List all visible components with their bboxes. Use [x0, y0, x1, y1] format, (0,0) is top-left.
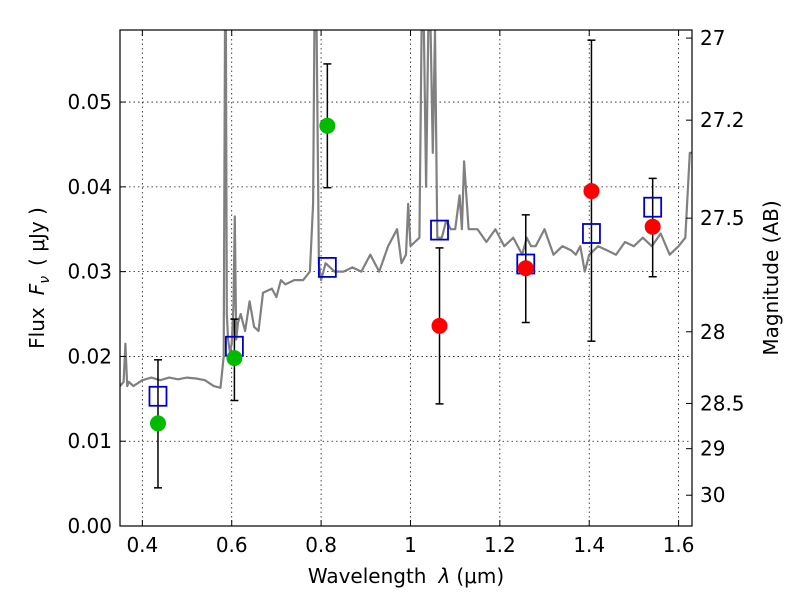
y-tick-label-flux: 0.04 [67, 175, 112, 199]
y-tick-label-flux: 0.01 [67, 429, 112, 453]
observed-point-green [149, 415, 166, 432]
y-tick-label-magnitude: 27.5 [700, 206, 745, 230]
y-axis-title-right: Magnitude (AB) [759, 200, 783, 355]
model-flux-box [317, 257, 337, 278]
x-tick-label: 1.4 [573, 533, 605, 557]
axis-ticks [120, 30, 692, 527]
y-tick-label-magnitude: 30 [700, 483, 725, 507]
spectrum-line-group [120, 30, 692, 389]
y-tick-label-magnitude: 27 [700, 26, 725, 50]
x-axis-title: Wavelength λ (μm) [308, 564, 504, 588]
tick-labels: 0.4 0.6 0.8 1 1.2 1.4 1.6 0.00 0.01 0.02 0.03 0.04 0… [67, 26, 744, 557]
x-tick-label: 1 [404, 533, 417, 557]
observed-point-red [517, 260, 534, 277]
observed-point-group [149, 117, 661, 432]
y-tick-label-magnitude: 28 [700, 320, 725, 344]
observed-point-red [583, 183, 600, 200]
x-tick-label: 0.6 [216, 533, 248, 557]
x-tick-label: 1.6 [663, 533, 695, 557]
y-axis-title-left: FluxFν( μJy ) [25, 207, 53, 349]
model-flux-box [643, 196, 663, 218]
y-tick-label-magnitude: 28.5 [700, 391, 745, 415]
model-flux-box [430, 219, 449, 241]
y-tick-label-magnitude: 29 [700, 437, 725, 461]
y-tick-label-magnitude: 27.2 [700, 108, 745, 132]
observed-point-red [644, 218, 661, 235]
model-box-group [148, 196, 663, 407]
x-tick-label: 1.2 [484, 533, 516, 557]
x-tick-label: 0.8 [305, 533, 337, 557]
y-tick-label-flux: 0.03 [67, 260, 112, 284]
plot-frame [119, 29, 693, 527]
observed-point-green [226, 350, 243, 367]
observed-point-red [431, 317, 448, 334]
y-tick-label-flux: 0.02 [67, 344, 112, 368]
y-tick-label-flux: 0.05 [67, 90, 112, 114]
x-tick-label: 0.4 [126, 533, 158, 557]
observed-point-green [319, 117, 336, 134]
model-flux-box [148, 385, 168, 407]
spectrum-line [120, 30, 692, 389]
y-tick-label-flux: 0.00 [67, 514, 112, 538]
model-flux-box [582, 223, 601, 244]
